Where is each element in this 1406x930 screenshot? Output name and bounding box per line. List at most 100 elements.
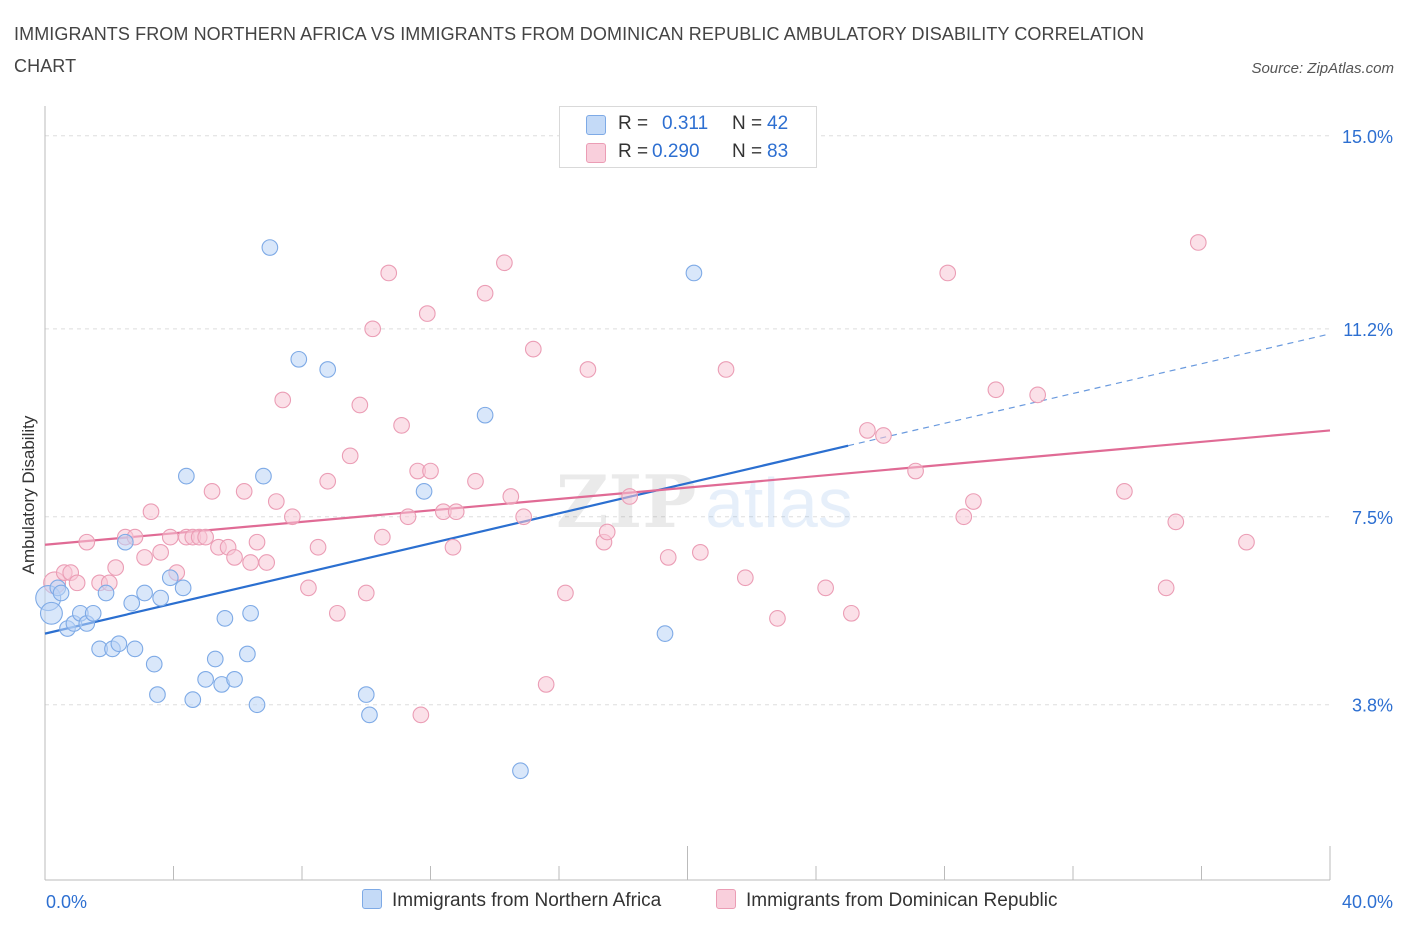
bottom-legend-swatch-blue [362, 889, 382, 909]
northern-africa-point [145, 655, 163, 673]
dominican-republic-point [242, 554, 259, 571]
correlation-legend: R = 0.311 N = 42 R = 0.290 N = 83 [559, 106, 817, 168]
dominican-republic-point [1189, 234, 1207, 251]
bottom-legend-label: Immigrants from Dominican Republic [746, 890, 1058, 911]
x-tick-label: 0.0% [46, 892, 87, 912]
northern-africa-point [319, 361, 337, 378]
dominican-republic-point [659, 549, 677, 566]
northern-africa-point [239, 645, 256, 663]
dominican-republic-point [284, 508, 301, 526]
source-label: Source: ZipAtlas.com [1251, 60, 1394, 77]
dominican-republic-point [422, 462, 439, 480]
northern-africa-point [123, 594, 141, 612]
northern-africa-point [110, 635, 128, 653]
dominican-republic-point [258, 554, 276, 571]
series-northern-africa [35, 239, 703, 780]
northern-africa-point [149, 686, 166, 703]
northern-africa-point [242, 604, 259, 622]
dominican-republic-point [939, 264, 957, 282]
dominican-republic-point [152, 543, 169, 561]
northern-africa-point [39, 601, 63, 625]
y-axis-label: Ambulatory Disability [19, 415, 38, 574]
legend-n-label: N = [732, 113, 763, 134]
dominican-republic-point [274, 391, 292, 409]
northern-africa-point [248, 696, 266, 714]
northern-africa-point [361, 706, 378, 724]
legend-r-label: R = [618, 113, 649, 134]
northern-africa-point [255, 467, 272, 485]
trend-lines [44, 333, 1331, 635]
dominican-republic-point [496, 254, 513, 272]
northern-africa-point [415, 483, 433, 500]
northern-africa-point [161, 569, 179, 587]
axes [44, 106, 1331, 881]
dominican-republic-point [1029, 386, 1047, 404]
northern-africa-point [512, 762, 529, 780]
northern-africa-point [197, 670, 214, 688]
dominican-republic-point [399, 508, 417, 526]
dominican-republic-point [328, 604, 346, 622]
dominican-republic-point [817, 579, 834, 597]
northern-africa-point [152, 589, 169, 607]
chart-title: IMMIGRANTS FROM NORTHERN AFRICA VS IMMIG… [14, 24, 1145, 76]
dominican-republic-point [1238, 533, 1255, 551]
dominican-republic-point [309, 538, 327, 556]
northern-africa-point [206, 650, 224, 668]
northern-africa-point [656, 625, 674, 642]
legend-n-label: N = [732, 141, 763, 162]
dominican-republic-point [136, 549, 153, 566]
tick-labels: 3.8% 7.5% 11.2% 15.0% 0.0% 40.0% [46, 127, 1393, 912]
dominican-republic-point [537, 676, 555, 693]
y-tick-label: 11.2% [1343, 320, 1393, 340]
dominican-republic-point [341, 447, 359, 465]
y-tick-label: 7.5% [1352, 508, 1393, 528]
dominican-republic-point [393, 416, 410, 434]
dominican-republic-point [235, 483, 253, 500]
dominican-republic-point [357, 584, 375, 602]
trend-line-northern-africa-projection [847, 333, 1331, 447]
dominican-republic-point [373, 528, 391, 546]
northern-africa-point [126, 640, 144, 658]
northern-africa-point [136, 584, 153, 602]
dominican-republic-point [736, 569, 754, 587]
dominican-republic-point [875, 427, 892, 444]
legend-r-value: 0.311 [662, 113, 709, 134]
watermark-atlas: atlas [705, 464, 853, 542]
watermark: ZIP atlas [556, 459, 853, 544]
dominican-republic-point [319, 472, 337, 490]
trend-line-northern-africa [44, 444, 849, 635]
northern-africa-point [84, 604, 102, 622]
dominican-republic-point [579, 361, 597, 378]
series-dominican-republic [43, 234, 1255, 724]
dominican-republic-point [68, 574, 86, 592]
dominican-republic-point [907, 462, 924, 480]
dominican-republic-point [557, 584, 574, 602]
legend-swatch-pink [586, 143, 606, 163]
northern-africa-point [261, 239, 279, 256]
dominican-republic-point [248, 533, 266, 551]
dominican-republic-point [412, 706, 430, 724]
x-tick-label: 40.0% [1342, 892, 1393, 912]
dominican-republic-point [842, 604, 860, 622]
dominican-republic-point [1116, 483, 1133, 500]
dominican-republic-point [418, 305, 436, 322]
trend-line-dominican-republic [44, 429, 1331, 546]
dominican-republic-point [351, 396, 369, 414]
northern-africa-point [178, 467, 195, 485]
northern-africa-point [476, 406, 494, 424]
northern-africa-point [97, 584, 115, 602]
legend-r-value: 0.290 [652, 141, 700, 162]
legend-n-value: 42 [767, 113, 789, 134]
northern-africa-point [116, 533, 134, 551]
dominican-republic-point [444, 538, 462, 556]
legend-r-label: R = [618, 141, 649, 162]
dominican-republic-point [965, 493, 982, 510]
dominican-republic-point [859, 422, 876, 439]
legend-n-value: 83 [767, 141, 789, 162]
legend-swatch-blue [586, 115, 606, 135]
dominican-republic-point [502, 488, 520, 505]
dominican-republic-point [364, 320, 382, 338]
dominican-republic-point [267, 493, 285, 510]
dominican-republic-point [467, 472, 484, 490]
dominican-republic-point [78, 533, 96, 551]
